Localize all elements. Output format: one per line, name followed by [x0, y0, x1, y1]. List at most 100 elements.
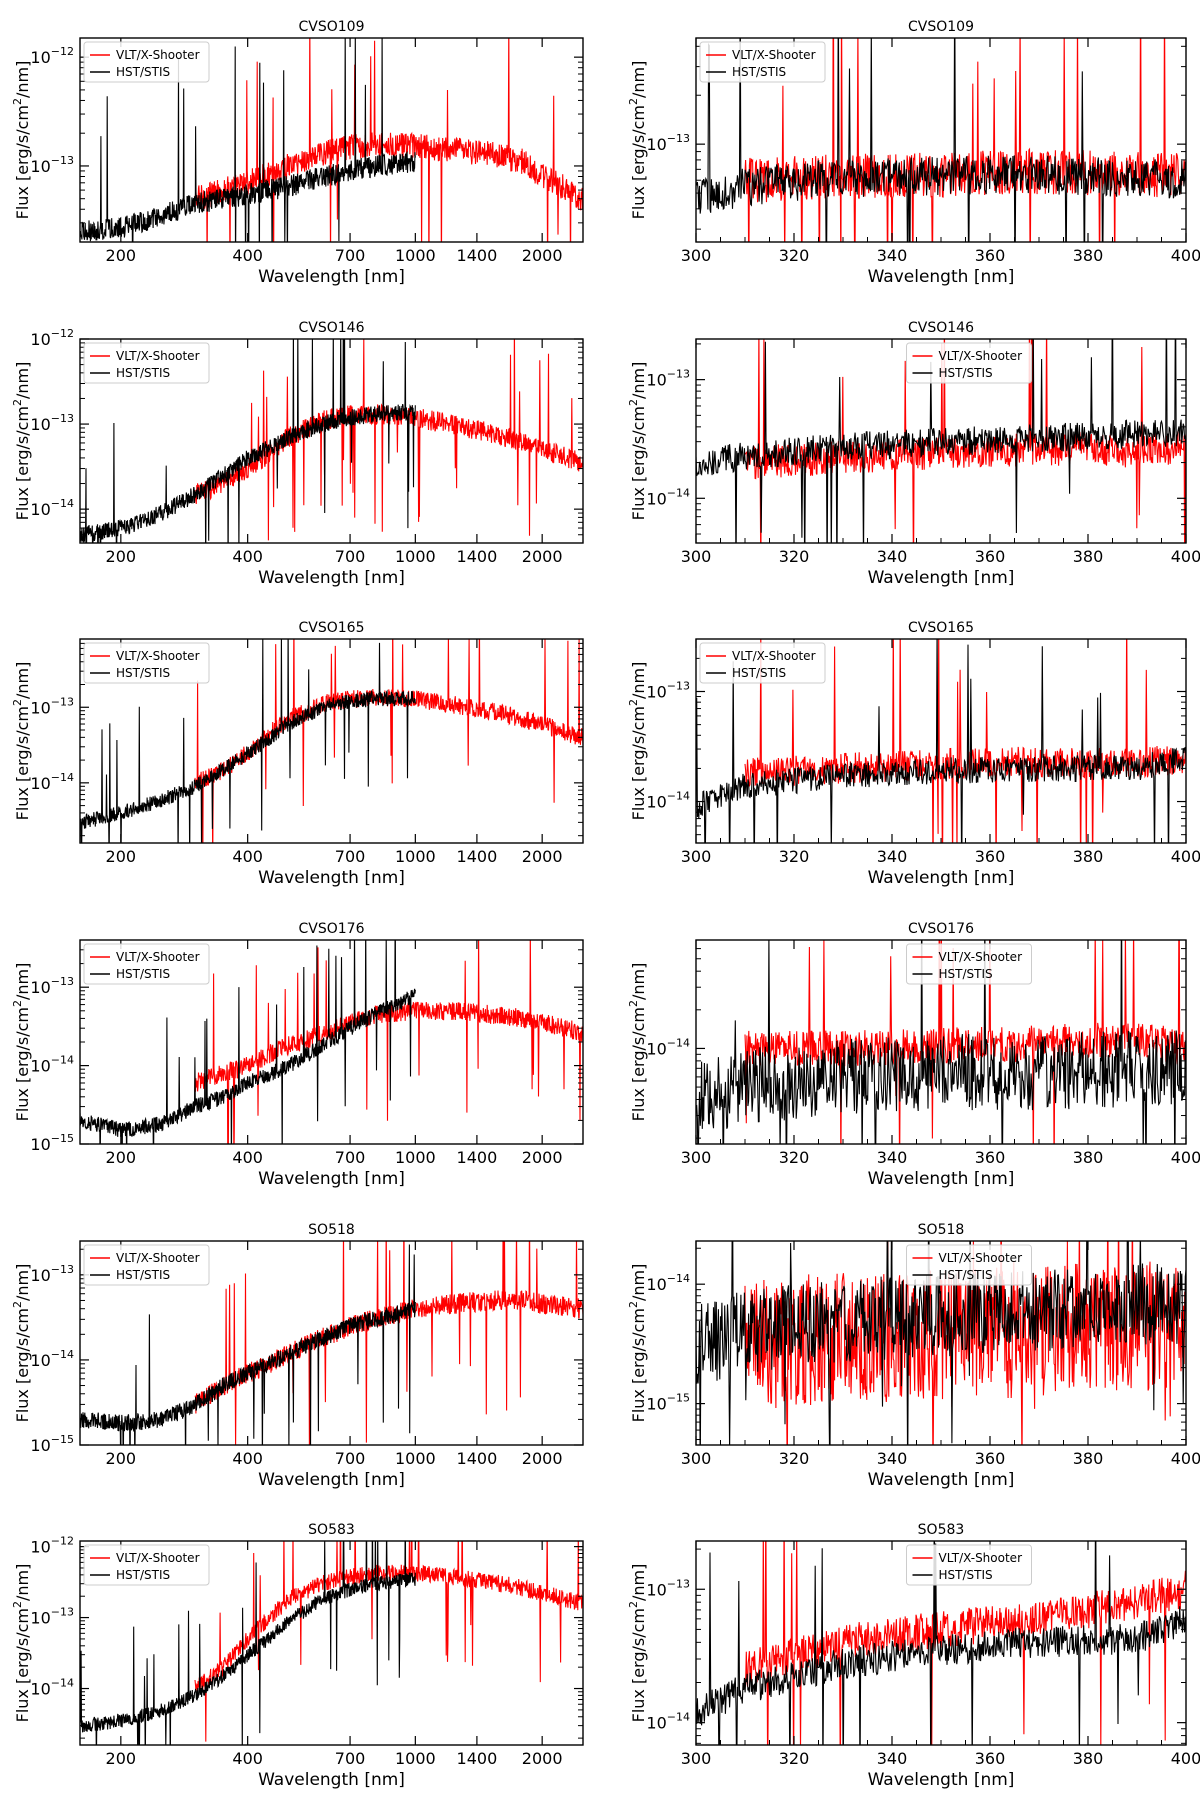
legend-label: VLT/X-Shooter [939, 349, 1023, 363]
y-tick-label: 10−13 [646, 132, 690, 154]
series-line-HST/STIS [696, 339, 1186, 543]
panel-0: CVSO109 200 400 700 1000 1400 2000 10−13 10−12 Wa… [11, 19, 584, 287]
y-tick-label: 10−14 [646, 790, 690, 812]
panel-title: CVSO146 [908, 320, 974, 336]
x-axis-label: Wavelength [nm] [868, 1470, 1015, 1490]
y-tick-label: 10−13 [30, 154, 74, 176]
plot-frame [79, 338, 584, 544]
x-tick-label: 340 [877, 1449, 908, 1468]
x-tick-label: 360 [975, 847, 1006, 866]
legend-label: HST/STIS [732, 65, 786, 79]
x-tick-label: 200 [106, 847, 137, 866]
panel-title: CVSO176 [299, 921, 365, 937]
legend: VLT/X-Shooter HST/STIS [83, 41, 210, 83]
x-tick-label: 320 [779, 246, 810, 265]
x-tick-label: 2000 [522, 847, 563, 866]
y-tick-label: 10−13 [30, 1263, 74, 1285]
plot-frame [79, 638, 584, 844]
x-tick-label: 340 [877, 847, 908, 866]
y-tick-label: 10−13 [30, 1606, 74, 1628]
legend: VLT/X-Shooter HST/STIS [83, 943, 210, 985]
x-tick-label: 360 [975, 547, 1006, 566]
panel-title: SO583 [918, 1522, 965, 1538]
legend-box [906, 342, 1032, 384]
panel-title: CVSO109 [908, 19, 974, 35]
panel-9: SO518 300 320 340 360 380 400 10−15 10−14 Wavelen… [627, 1222, 1200, 1490]
legend-label: VLT/X-Shooter [732, 48, 816, 62]
y-axis-label: Flux [erg/s/cm2/nm] [11, 362, 32, 521]
y-tick-label: 10−14 [646, 1036, 690, 1058]
x-axis-label: Wavelength [nm] [258, 1169, 405, 1189]
x-tick-label: 380 [1073, 1449, 1104, 1468]
x-tick-label: 2000 [522, 1148, 563, 1167]
x-tick-label: 2000 [522, 547, 563, 566]
legend-label: VLT/X-Shooter [116, 349, 200, 363]
x-tick-label: 320 [779, 847, 810, 866]
y-tick-label: 10−13 [30, 412, 74, 434]
x-tick-label: 400 [1171, 1449, 1200, 1468]
legend-label: HST/STIS [939, 1268, 993, 1282]
x-tick-label: 700 [335, 547, 366, 566]
legend-box [906, 943, 1032, 985]
series-line-HST/STIS [696, 940, 1186, 1144]
legend-box [83, 1544, 210, 1586]
x-tick-label: 360 [975, 246, 1006, 265]
series-line-HST/STIS [696, 1541, 1186, 1745]
x-tick-label: 400 [232, 547, 263, 566]
x-tick-label: 2000 [522, 1449, 563, 1468]
x-tick-label: 400 [1171, 547, 1200, 566]
x-tick-label: 400 [1171, 1148, 1200, 1167]
legend-box [83, 342, 210, 384]
legend-box [906, 1544, 1032, 1586]
series-line-HST/STIS [80, 1244, 416, 1445]
legend-box [906, 1244, 1032, 1286]
panel-8: SO518 200 400 700 1000 1400 2000 10−15 10−14 10−1… [11, 1222, 584, 1490]
series-line-HST/STIS [80, 38, 416, 242]
x-tick-label: 700 [335, 1449, 366, 1468]
y-tick-label: 10−14 [30, 497, 74, 519]
y-tick-label: 10−12 [30, 45, 74, 67]
x-tick-label: 380 [1073, 1749, 1104, 1768]
x-tick-label: 200 [106, 246, 137, 265]
plot-frame [79, 1240, 584, 1446]
y-tick-label: 10−14 [30, 1348, 74, 1370]
y-tick-label: 10−14 [30, 1054, 74, 1076]
y-axis-label: Flux [erg/s/cm2/nm] [627, 1564, 648, 1723]
x-tick-label: 300 [681, 1148, 712, 1167]
panel-6: CVSO176 200 400 700 1000 1400 2000 10−15 10−14 10… [11, 921, 584, 1189]
x-tick-label: 1000 [395, 1749, 436, 1768]
panel-11: SO583 300 320 340 360 380 400 10−14 10−13 Wavelen… [627, 1522, 1200, 1790]
series-line-HST/STIS [696, 38, 1186, 242]
x-axis-label: Wavelength [nm] [868, 1169, 1015, 1189]
legend-label: VLT/X-Shooter [116, 950, 200, 964]
legend-label: VLT/X-Shooter [116, 1551, 200, 1565]
legend-box [699, 41, 826, 83]
y-tick-label: 10−14 [30, 1677, 74, 1699]
series-line-VLT/X-Shooter [744, 1541, 1186, 1745]
series-line-HST/STIS [696, 1241, 1186, 1445]
series-line-HST/STIS [696, 639, 1186, 843]
x-tick-label: 360 [975, 1749, 1006, 1768]
x-tick-label: 1000 [395, 246, 436, 265]
panel-2: CVSO146 200 400 700 1000 1400 2000 10−14 10−13 10… [11, 320, 584, 588]
x-tick-label: 1000 [395, 847, 436, 866]
y-axis-label: Flux [erg/s/cm2/nm] [627, 362, 648, 521]
legend-label: VLT/X-Shooter [939, 1551, 1023, 1565]
x-tick-label: 320 [779, 1148, 810, 1167]
panel-title: CVSO165 [299, 620, 365, 636]
x-tick-label: 1400 [457, 246, 498, 265]
legend-box [699, 642, 826, 684]
x-axis-label: Wavelength [nm] [258, 568, 405, 588]
x-axis-label: Wavelength [nm] [258, 1770, 405, 1790]
y-axis-label: Flux [erg/s/cm2/nm] [11, 662, 32, 821]
x-tick-label: 1400 [457, 1148, 498, 1167]
panel-4: CVSO165 200 400 700 1000 1400 2000 10−14 10−13 Wa… [11, 620, 584, 888]
y-axis-label: Flux [erg/s/cm2/nm] [627, 61, 648, 220]
x-tick-label: 300 [681, 1749, 712, 1768]
series-line-VLT/X-Shooter [744, 339, 1186, 543]
y-tick-label: 10−14 [646, 486, 690, 508]
panel-7: CVSO176 300 320 340 360 380 400 10−14 Wavelength… [627, 921, 1200, 1189]
x-tick-label: 300 [681, 847, 712, 866]
y-tick-label: 10−13 [646, 368, 690, 390]
x-tick-label: 400 [232, 1148, 263, 1167]
